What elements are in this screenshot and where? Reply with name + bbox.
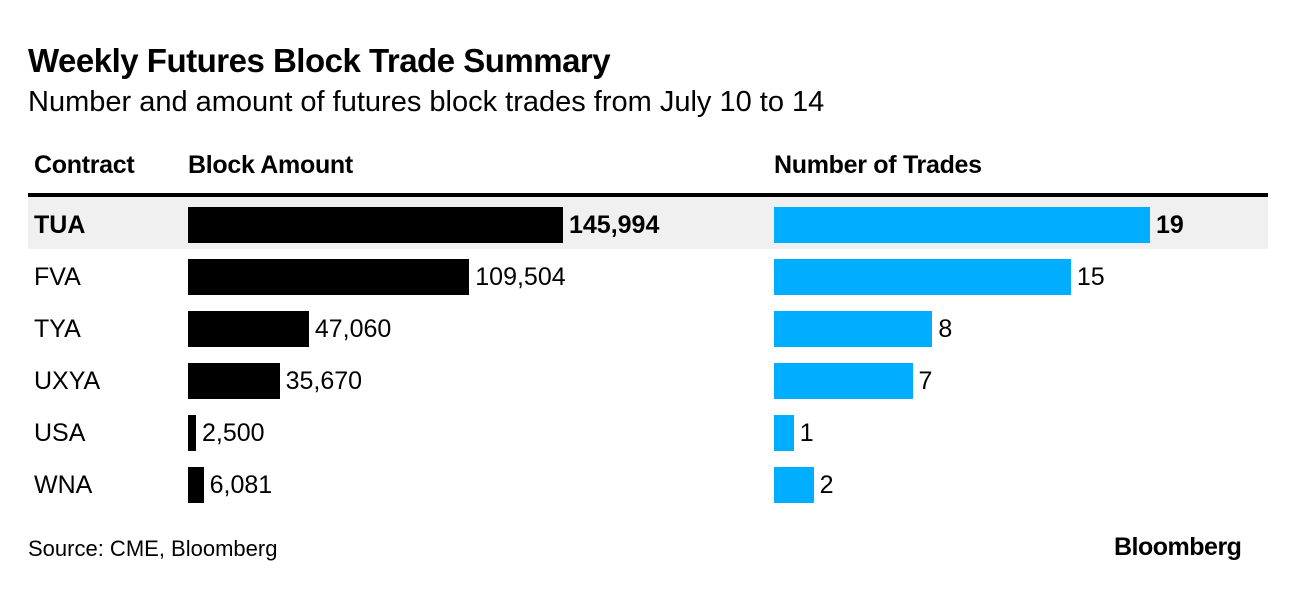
column-header-block-amount: Block Amount xyxy=(188,151,353,179)
amount-bar xyxy=(188,467,204,503)
amount-bar xyxy=(188,363,280,399)
chart-title: Weekly Futures Block Trade Summary xyxy=(28,42,611,79)
trades-value-label: 2 xyxy=(819,471,834,499)
amount-value-label: 145,994 xyxy=(569,211,660,239)
trades-bar xyxy=(774,259,1071,295)
header-rule xyxy=(28,193,1268,197)
contract-label: USA xyxy=(34,419,86,447)
bloomberg-logo: Bloomberg xyxy=(1114,533,1242,561)
trades-bar xyxy=(774,467,814,503)
contract-label: TYA xyxy=(34,315,81,343)
amount-bar xyxy=(188,415,196,451)
trades-bar xyxy=(774,207,1150,243)
trades-value-label: 1 xyxy=(799,419,814,447)
amount-value-label: 2,500 xyxy=(202,419,265,447)
trades-value-label: 15 xyxy=(1076,263,1105,291)
amount-value-label: 47,060 xyxy=(314,315,392,343)
trades-value-label: 8 xyxy=(938,315,953,343)
amount-bar xyxy=(188,259,470,295)
column-header-contract: Contract xyxy=(34,151,135,179)
contract-label: UXYA xyxy=(34,367,101,395)
column-header-number-of-trades: Number of Trades xyxy=(774,151,982,179)
trades-value-label: 7 xyxy=(918,367,933,395)
amount-value-label: 6,081 xyxy=(209,471,273,499)
contract-label: WNA xyxy=(34,471,93,499)
contract-label: FVA xyxy=(34,263,81,291)
chart-subtitle: Number and amount of futures block trade… xyxy=(28,86,825,118)
contract-label: TUA xyxy=(34,211,86,239)
amount-bar xyxy=(188,311,309,347)
trades-value-label: 19 xyxy=(1156,211,1184,239)
trades-bar xyxy=(774,363,913,399)
amount-value-label: 109,504 xyxy=(475,263,566,291)
trades-bar xyxy=(774,311,933,347)
trades-bar xyxy=(774,415,794,451)
amount-bar xyxy=(188,207,563,243)
amount-value-label: 35,670 xyxy=(285,367,363,395)
source-note: Source: CME, Bloomberg xyxy=(28,536,278,561)
